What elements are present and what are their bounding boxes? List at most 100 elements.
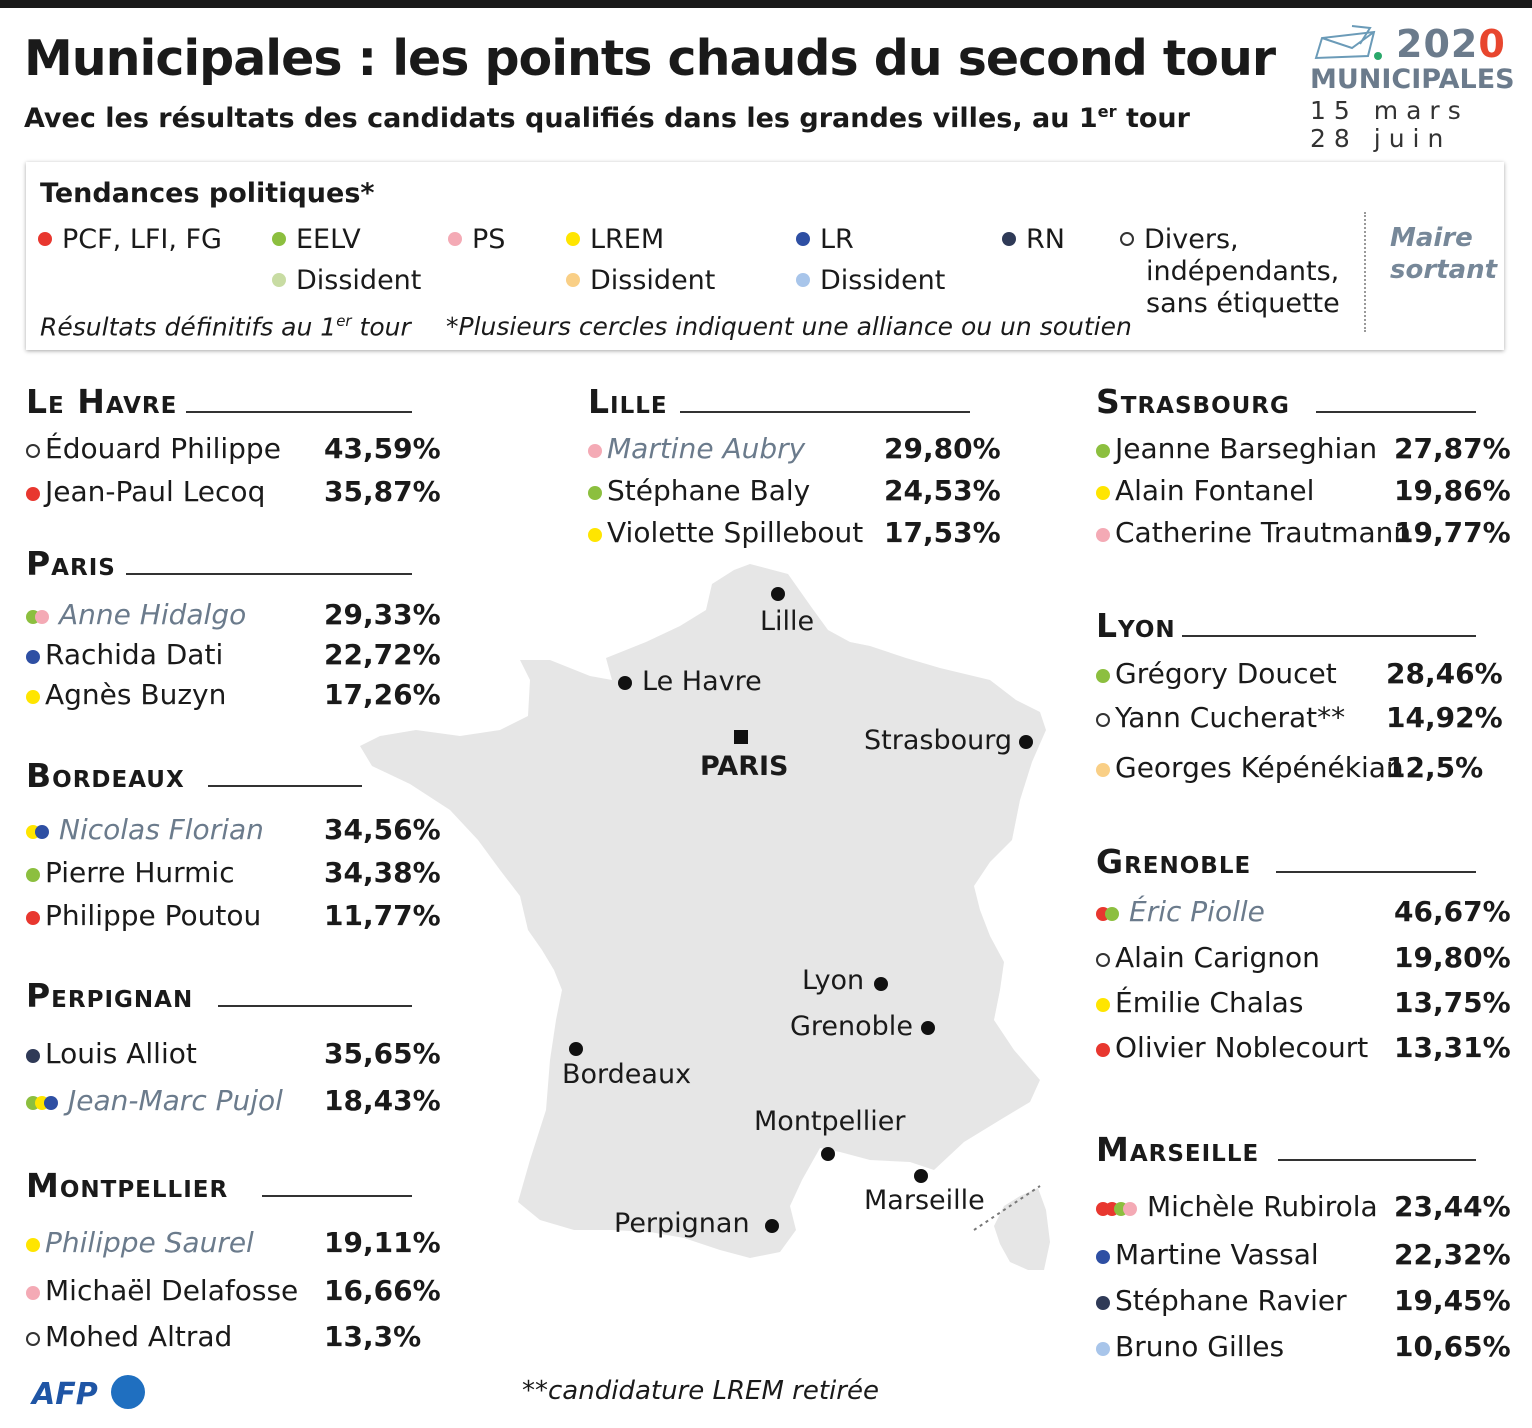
- map-label-montpellier: Montpellier: [754, 1106, 906, 1137]
- afp-logo: AFP: [30, 1372, 150, 1416]
- city-rule: [1276, 871, 1476, 873]
- candidate-row: Rachida Dati 22,72%: [26, 638, 441, 673]
- marker-lyon: [874, 977, 888, 991]
- candidate-name: Anne Hidalgo: [59, 598, 247, 631]
- candidate-score: 22,32%: [1394, 1238, 1511, 1271]
- candidate-name: Michèle Rubirola: [1147, 1190, 1378, 1223]
- legend-item-divers-line2: indépendants,: [1146, 256, 1340, 287]
- candidate-score: 29,33%: [324, 598, 441, 631]
- candidate-name: Alain Fontanel: [1115, 474, 1315, 507]
- city-name: Bordeaux: [26, 756, 185, 795]
- party-dots: [26, 1037, 40, 1070]
- party-dots: [26, 1274, 40, 1307]
- candidate-row: Agnès Buzyn 17,26%: [26, 678, 441, 713]
- party-dots: [1096, 941, 1110, 974]
- party-dot: [35, 824, 49, 839]
- legend-item-divers: Divers,: [1120, 224, 1239, 256]
- city-rule: [680, 411, 970, 413]
- marker-marseille: [914, 1169, 928, 1183]
- candidate-name: Édouard Philippe: [45, 432, 281, 465]
- legend-dot: [566, 231, 580, 246]
- candidate-name: Martine Vassal: [1115, 1238, 1319, 1271]
- candidate-score: 19,11%: [324, 1226, 441, 1259]
- legend-box: Tendances politiques* PCF, LFI, FG EELV …: [26, 162, 1504, 350]
- candidate-row: Éric Piolle 46,67%: [1096, 895, 1511, 930]
- candidate-name: Catherine Trautmann: [1115, 516, 1412, 549]
- city-rule: [262, 1195, 412, 1197]
- candidate-score: 18,43%: [324, 1084, 441, 1117]
- marker-grenoble: [921, 1021, 935, 1035]
- candidate-score: 28,46%: [1386, 657, 1503, 690]
- party-dot: [26, 689, 40, 704]
- city-name: Paris: [26, 544, 116, 583]
- marker-montpellier: [821, 1147, 835, 1161]
- candidate-name: Yann Cucherat**: [1115, 701, 1346, 734]
- candidate-row: Émilie Chalas 13,75%: [1096, 986, 1511, 1021]
- candidate-name: Jean-Marc Pujol: [68, 1084, 283, 1117]
- candidate-row: Georges Képénékian 12,5%: [1096, 751, 1483, 786]
- legend-item-lr: LR: [796, 224, 854, 256]
- candidate-score: 46,67%: [1394, 895, 1511, 928]
- france-map: [360, 564, 1050, 1270]
- legend-dot: [566, 272, 580, 287]
- party-dot: [35, 609, 49, 624]
- city-name: Perpignan: [26, 976, 194, 1015]
- party-dots: [26, 432, 40, 465]
- candidate-name: Agnès Buzyn: [45, 678, 227, 711]
- city-name: Marseille: [1096, 1130, 1260, 1169]
- party-dot: [26, 486, 40, 501]
- candidate-row: Yann Cucherat** 14,92%: [1096, 701, 1503, 736]
- party-dots: [588, 474, 602, 507]
- candidate-row: Stéphane Ravier 19,45%: [1096, 1284, 1511, 1319]
- party-dots: [1096, 751, 1110, 784]
- party-dots: [26, 475, 40, 508]
- candidate-score: 13,3%: [324, 1320, 422, 1353]
- map-label-marseille: Marseille: [864, 1185, 985, 1216]
- candidate-score: 34,38%: [324, 856, 441, 889]
- marker-perpignan: [765, 1219, 779, 1233]
- city-name: Strasbourg: [1096, 382, 1290, 421]
- legend-title: Tendances politiques*: [40, 178, 375, 209]
- legend-item-lr-dissident: Dissident: [796, 265, 945, 297]
- party-dots: [26, 638, 40, 671]
- candidate-name: Mohed Altrad: [45, 1320, 233, 1353]
- candidate-score: 34,56%: [324, 813, 441, 846]
- party-dot: [1096, 668, 1110, 683]
- party-dot: [1096, 1042, 1110, 1057]
- mainland-france: [360, 564, 1046, 1258]
- party-dot: [1096, 527, 1110, 542]
- legend-item-lrem-dissident: Dissident: [566, 265, 715, 297]
- party-dot: [588, 443, 602, 458]
- candidate-score: 19,86%: [1394, 474, 1511, 507]
- candidate-row: Martine Vassal 22,32%: [1096, 1238, 1511, 1273]
- legend-item-rn: RN: [1002, 224, 1065, 256]
- party-dots: [588, 432, 602, 465]
- candidate-row: Michèle Rubirola 23,44%: [1096, 1190, 1511, 1225]
- city-rule: [186, 411, 412, 413]
- legend-dot: [796, 272, 810, 287]
- candidate-row: Édouard Philippe 43,59%: [26, 432, 441, 467]
- candidate-row: Michaël Delafosse 16,66%: [26, 1274, 441, 1309]
- city-name: Grenoble: [1096, 842, 1252, 881]
- party-dots: [1096, 474, 1110, 507]
- map-label-lehavre: Le Havre: [642, 666, 762, 697]
- party-dots: [26, 813, 49, 846]
- party-dots: [1096, 432, 1110, 465]
- candidate-name: Nicolas Florian: [59, 813, 264, 846]
- party-dots: [1096, 1284, 1110, 1317]
- candidate-row: Jean-Marc Pujol 18,43%: [26, 1084, 441, 1119]
- party-dot: [26, 1237, 40, 1252]
- logo-year: 2020: [1396, 22, 1506, 66]
- marker-lehavre: [618, 676, 632, 690]
- legend-item-pcf: PCF, LFI, FG: [38, 224, 222, 256]
- party-dots: [1096, 1031, 1110, 1064]
- party-dot: [1096, 952, 1110, 967]
- party-dots: [1096, 1238, 1110, 1271]
- candidate-score: 24,53%: [884, 474, 1001, 507]
- party-dots: [588, 516, 602, 549]
- legend-incumbent-note: Maire sortant: [1390, 223, 1498, 285]
- candidate-row: Anne Hidalgo 29,33%: [26, 598, 441, 633]
- logo-label: MUNICIPALES: [1310, 64, 1515, 95]
- logo-date-first-round: 15 mars: [1310, 96, 1469, 125]
- city-rule: [218, 1005, 412, 1007]
